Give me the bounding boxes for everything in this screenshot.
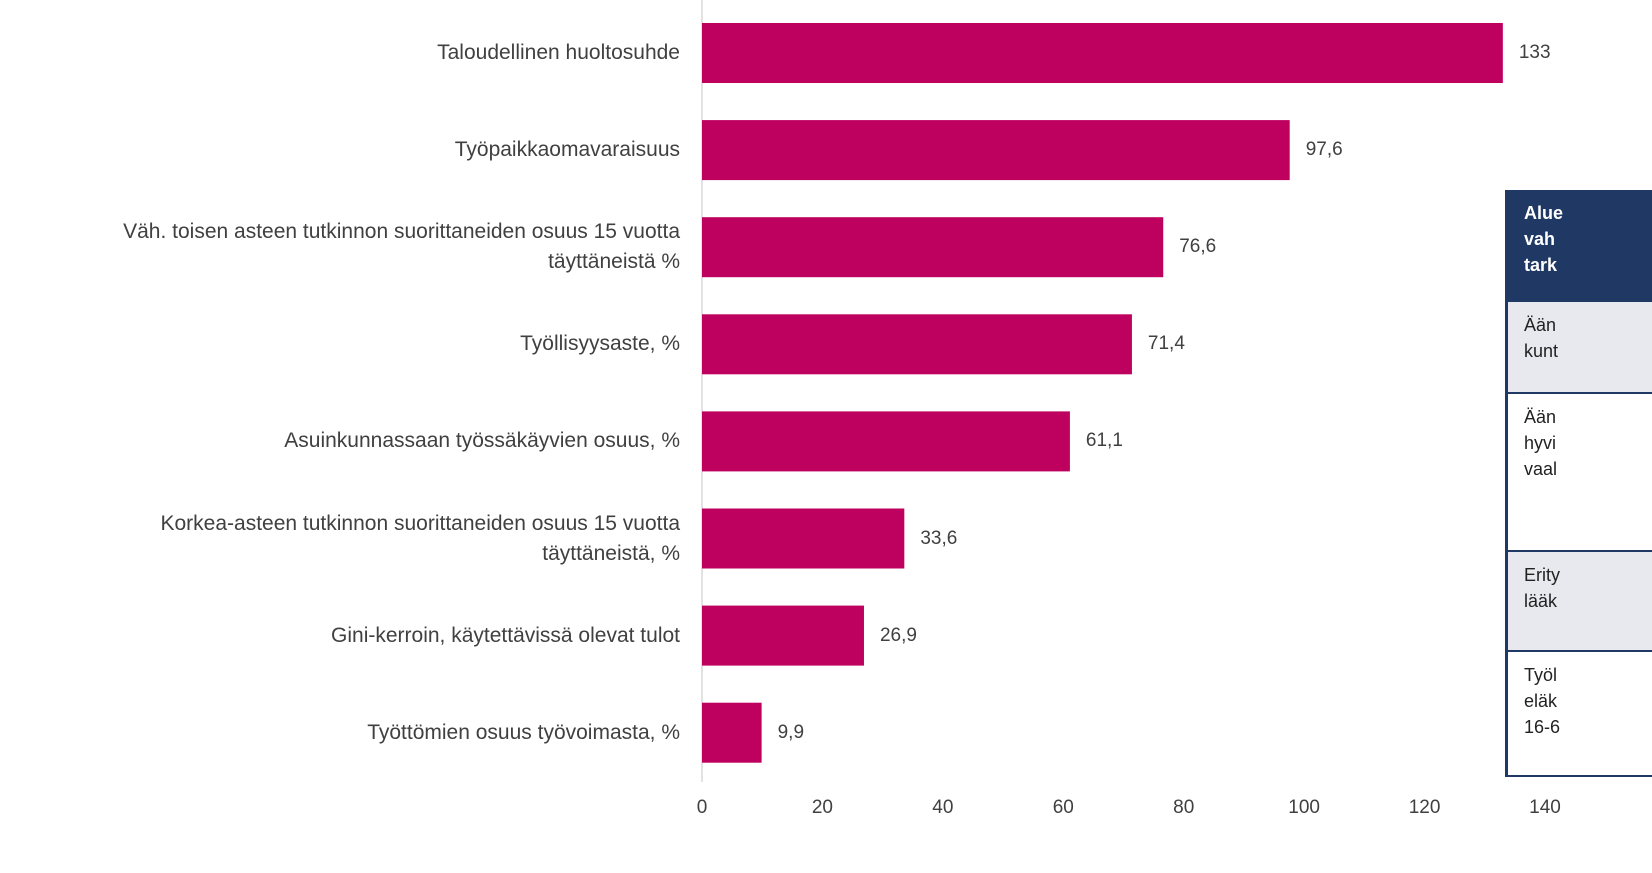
category-label: Taloudellinen huoltosuhde	[437, 41, 680, 64]
x-tick-label: 40	[932, 797, 954, 818]
cell-line: Ään	[1524, 407, 1557, 427]
bar	[702, 702, 762, 763]
table-row: Erity lääk	[1508, 550, 1652, 650]
value-label: 26,9	[879, 624, 917, 646]
value-label: 71,4	[1147, 333, 1185, 355]
bar	[702, 120, 1290, 181]
cell-line: vaal	[1524, 459, 1558, 479]
cell-line: hyvi	[1524, 433, 1557, 453]
bar	[702, 314, 1132, 375]
table-row: Työl eläk 16-6	[1508, 650, 1652, 775]
bar	[702, 411, 1070, 472]
category-label: Väh. toisen asteen tutkinnon suorittanei…	[123, 220, 680, 274]
category-label: Asuinkunnassaan työssäkäyvien osuus, %	[284, 429, 680, 453]
cell-line: 16-6	[1524, 717, 1561, 737]
x-tick-label: 0	[696, 797, 708, 818]
table-row: Ään hyvi vaal	[1508, 392, 1652, 550]
x-tick-label: 120	[1408, 797, 1441, 818]
value-label: 33,6	[920, 527, 958, 549]
value-label: 76,6	[1179, 236, 1217, 258]
table: Alue vah tark Ään kunt Ään hyvi vaal Erity lääk Ty…	[1505, 190, 1652, 777]
category-label: Työttömien osuus työvoimasta, %	[367, 720, 680, 744]
table-row: Ään kunt	[1508, 300, 1652, 392]
value-label: 97,6	[1305, 139, 1343, 161]
bar	[702, 23, 1503, 83]
header-line: tark	[1524, 255, 1558, 275]
cell-line: kunt	[1524, 341, 1559, 361]
cell-line: Työl	[1524, 665, 1558, 685]
category-label: Gini-kerroin, käytettävissä olevat tulot	[331, 623, 680, 647]
header-line: vah	[1524, 229, 1556, 249]
x-tick-label: 60	[1052, 797, 1074, 818]
bar	[702, 508, 905, 569]
cell-line: Ään	[1524, 315, 1557, 335]
cell-line: eläk	[1524, 691, 1558, 711]
header-line: Alue	[1524, 203, 1564, 223]
x-tick-label: 100	[1288, 797, 1320, 818]
cell-line: lääk	[1524, 591, 1558, 611]
value-label: 9,9	[777, 721, 805, 743]
category-label: Työpaikkaomavaraisuus	[454, 138, 680, 162]
category-label: Korkea-asteen tutkinnon suorittaneiden o…	[160, 511, 680, 565]
category-label: Työllisyysaste, %	[520, 332, 680, 356]
table-header: Alue vah tark	[1508, 190, 1652, 300]
cell-line: Erity	[1524, 565, 1560, 585]
bar	[702, 217, 1164, 278]
x-tick-label: 80	[1173, 797, 1195, 818]
value-label: 61,1	[1085, 430, 1123, 452]
value-label: 133	[1518, 42, 1551, 63]
x-tick-label: 140	[1529, 797, 1561, 818]
x-tick-label: 20	[811, 797, 833, 818]
bar	[702, 605, 864, 666]
